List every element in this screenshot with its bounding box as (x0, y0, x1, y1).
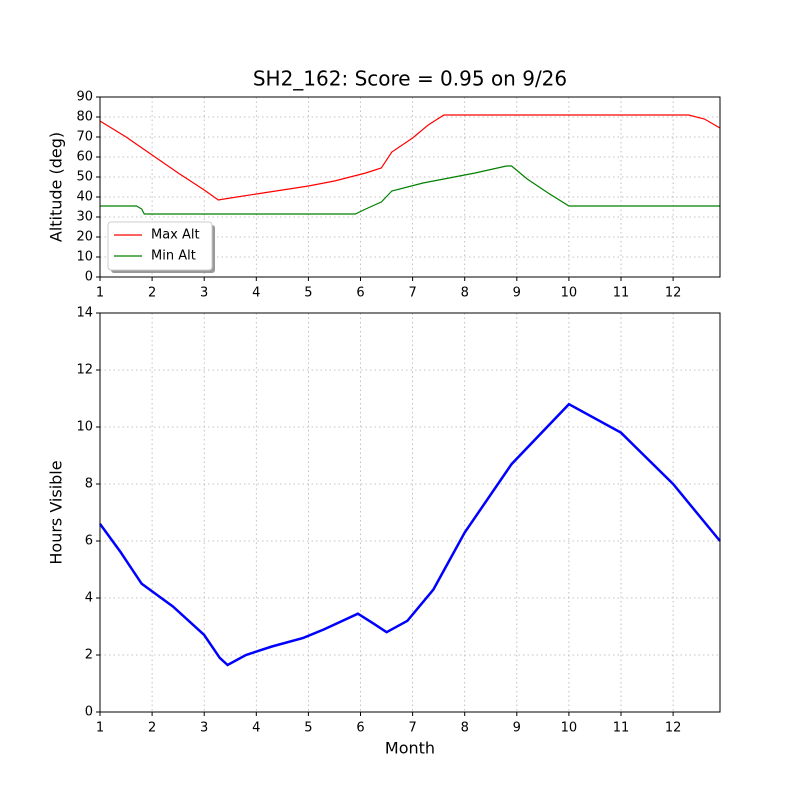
y-tick-label: 40 (76, 190, 93, 205)
y-tick-label: 50 (76, 170, 93, 185)
x-tick-label: 7 (408, 286, 416, 301)
x-tick-label: 12 (665, 721, 682, 736)
x-tick-label: 11 (613, 286, 630, 301)
x-tick-label: 8 (461, 286, 469, 301)
series-line (98, 402, 721, 667)
y-tick-label: 0 (85, 270, 93, 285)
x-axis-label: Month (385, 739, 435, 758)
axes-frame (99, 96, 721, 278)
x-tick-label: 2 (148, 286, 156, 301)
plot-area (100, 313, 720, 712)
legend-label: Min Alt (151, 249, 196, 264)
axes-frame (99, 312, 721, 713)
y-tick-label: 70 (76, 130, 93, 145)
y-tick-label: 60 (76, 150, 93, 165)
x-tick-label: 9 (513, 721, 521, 736)
x-tick-label: 7 (408, 721, 416, 736)
x-tick-label: 1 (96, 286, 104, 301)
x-tick-label: 12 (665, 286, 682, 301)
x-tick-label: 5 (304, 721, 312, 736)
y-tick-label: 2 (85, 648, 93, 663)
x-tick-label: 5 (304, 286, 312, 301)
y-axis-label: Altitude (deg) (47, 132, 66, 242)
y-tick-label: 8 (85, 477, 93, 492)
legend-label: Max Alt (151, 228, 200, 243)
x-tick-label: 1 (96, 721, 104, 736)
x-tick-label: 3 (200, 286, 208, 301)
y-tick-label: 90 (76, 90, 93, 105)
series-line (99, 114, 721, 201)
x-tick-label: 2 (148, 721, 156, 736)
x-tick-label: 9 (513, 286, 521, 301)
chart-title: SH2_162: Score = 0.95 on 9/26 (253, 67, 567, 91)
x-tick-label: 8 (461, 721, 469, 736)
x-tick-label: 10 (561, 286, 578, 301)
x-tick-label: 10 (561, 721, 578, 736)
y-tick-label: 20 (76, 230, 93, 245)
y-tick-label: 0 (85, 705, 93, 720)
y-tick-label: 10 (76, 420, 93, 435)
x-tick-label: 6 (356, 286, 364, 301)
series-line (100, 165, 720, 215)
y-tick-label: 10 (76, 250, 93, 265)
x-tick-label: 4 (252, 721, 260, 736)
y-tick-label: 30 (76, 210, 93, 225)
y-tick-label: 80 (76, 110, 93, 125)
y-tick-label: 4 (85, 591, 93, 606)
legend (107, 221, 213, 271)
y-axis-label: Hours Visible (47, 460, 66, 564)
y-tick-label: 12 (76, 363, 93, 378)
y-tick-label: 14 (76, 306, 93, 321)
x-tick-label: 11 (613, 721, 630, 736)
x-tick-label: 6 (356, 721, 364, 736)
y-tick-label: 6 (85, 534, 93, 549)
x-tick-label: 3 (200, 721, 208, 736)
x-tick-label: 4 (252, 286, 260, 301)
